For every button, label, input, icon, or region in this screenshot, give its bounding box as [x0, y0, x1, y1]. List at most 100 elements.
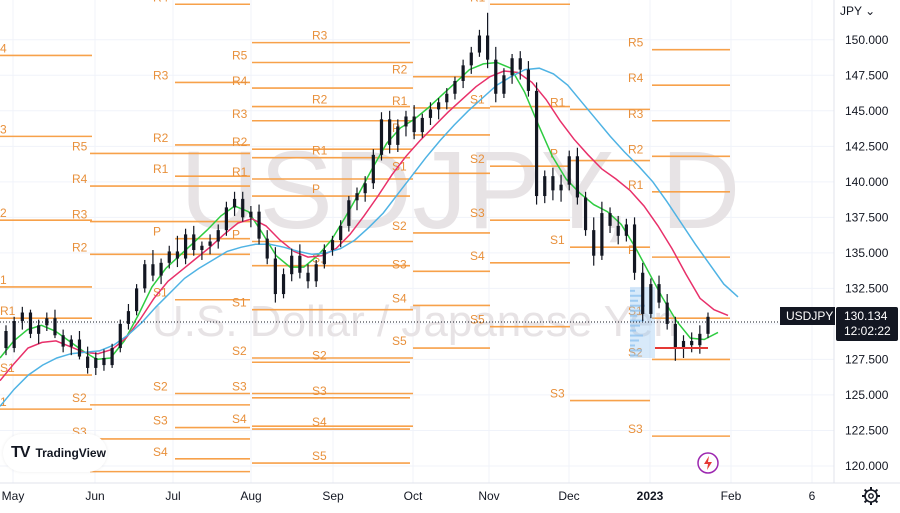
pivot-label: S4: [470, 249, 485, 263]
settings-gear-icon[interactable]: [859, 484, 883, 508]
pivot-label: S3: [628, 422, 643, 436]
pivot-label: R3: [72, 208, 88, 222]
pivot-label: S2: [312, 348, 327, 362]
pivot-label: R4: [72, 172, 88, 186]
candle-body: [4, 330, 8, 349]
pivot-label: S5: [312, 449, 327, 463]
pivot-label: R2: [232, 135, 248, 149]
candle-body: [600, 213, 604, 256]
candle-body: [330, 240, 335, 251]
candle-body: [551, 176, 555, 191]
pivot-label: S2: [153, 380, 168, 394]
y-tick-label: 145.000: [845, 104, 889, 118]
candle-body: [118, 323, 122, 349]
volume-profile-bar: [630, 354, 638, 357]
candle-body: [241, 198, 245, 218]
candle-body: [265, 238, 269, 259]
candle-body: [273, 258, 277, 295]
pivot-label: S3: [232, 380, 247, 394]
x-tick-label: May: [2, 489, 25, 503]
candle-body: [437, 102, 441, 110]
pivot-label: R5: [72, 139, 88, 153]
pivot-label: R5: [628, 36, 644, 50]
pivot-label: R3: [153, 68, 169, 82]
candle-body: [37, 325, 41, 334]
pivot-label: R1: [392, 94, 408, 108]
candle-body: [681, 340, 686, 349]
pivot-label: S5: [470, 313, 485, 327]
candle-body: [665, 302, 669, 324]
candle-body: [575, 156, 579, 198]
candle-body: [45, 318, 49, 326]
candle-body: [126, 311, 131, 324]
moving-average-slow: [0, 67, 739, 407]
pivot-label: S4: [153, 445, 168, 459]
pivot-label: R4: [628, 71, 644, 85]
candle-body: [396, 126, 400, 145]
pivot-label: S2: [72, 391, 87, 405]
candle-body: [486, 35, 490, 60]
x-tick-label: Jun: [85, 489, 104, 503]
candle-body: [110, 348, 114, 366]
volume-profile-bar: [630, 344, 635, 347]
pivot-label: R2: [312, 93, 328, 107]
currency-label: JPY: [840, 4, 862, 18]
candle-body: [257, 211, 261, 239]
bolt-icon[interactable]: [696, 451, 720, 475]
candle-body: [224, 207, 228, 231]
candle-body: [208, 241, 212, 246]
candle-body: [469, 52, 473, 66]
candle-body: [86, 356, 90, 368]
candle-body: [77, 339, 82, 357]
volume-profile-bar: [630, 324, 640, 327]
candle-body: [510, 58, 514, 76]
pivot-label: S2: [232, 344, 247, 358]
price-badge-countdown: 12:02:22: [844, 324, 891, 338]
pivot-label: P: [550, 147, 558, 161]
currency-selector[interactable]: JPY ⌄: [840, 4, 880, 22]
volume-profile-bar: [630, 309, 641, 312]
candle-body: [216, 230, 220, 242]
candle-body: [477, 35, 482, 53]
pivot-label: R1: [628, 178, 644, 192]
pivot-label: R3: [628, 107, 644, 121]
pivot-label: R1: [550, 95, 566, 109]
pivot-label: S3: [153, 414, 168, 428]
candle-body: [632, 224, 637, 273]
candle-body: [428, 109, 433, 118]
pivot-label: P: [312, 182, 320, 196]
pivot-label: R3: [312, 29, 328, 43]
pivot-label: S3: [550, 387, 565, 401]
candle-body: [518, 58, 522, 70]
candle-body: [543, 176, 547, 197]
pivot-label: R2: [628, 142, 644, 156]
pivot-label: S5: [392, 334, 407, 348]
candle-body: [249, 211, 253, 218]
candle-body: [616, 225, 620, 236]
volume-profile-bar: [630, 299, 638, 302]
pivot-label: 4: [0, 41, 7, 55]
pivot-label: S1: [153, 286, 168, 300]
candle-body: [183, 234, 188, 259]
candle-body: [379, 119, 384, 155]
x-tick-label: 6: [809, 489, 816, 503]
candle-body: [453, 80, 457, 94]
candle-body: [641, 272, 645, 314]
candle-body: [298, 255, 302, 273]
pivot-label: S1: [0, 361, 15, 375]
pivot-label: R1: [0, 304, 16, 318]
y-tick-label: 147.500: [845, 68, 889, 82]
tradingview-logo[interactable]: TV TradingView: [3, 434, 107, 472]
candle-body: [592, 230, 596, 256]
candle-body: [355, 193, 359, 201]
y-tick-label: 122.500: [845, 423, 889, 437]
pivot-label: S4: [392, 291, 407, 305]
candle-body: [192, 234, 196, 251]
pivot-label: R5: [232, 49, 248, 63]
pivot-label: S2: [470, 152, 485, 166]
candle-body: [534, 90, 539, 197]
candle-body: [624, 224, 628, 236]
candle-body: [69, 339, 73, 347]
